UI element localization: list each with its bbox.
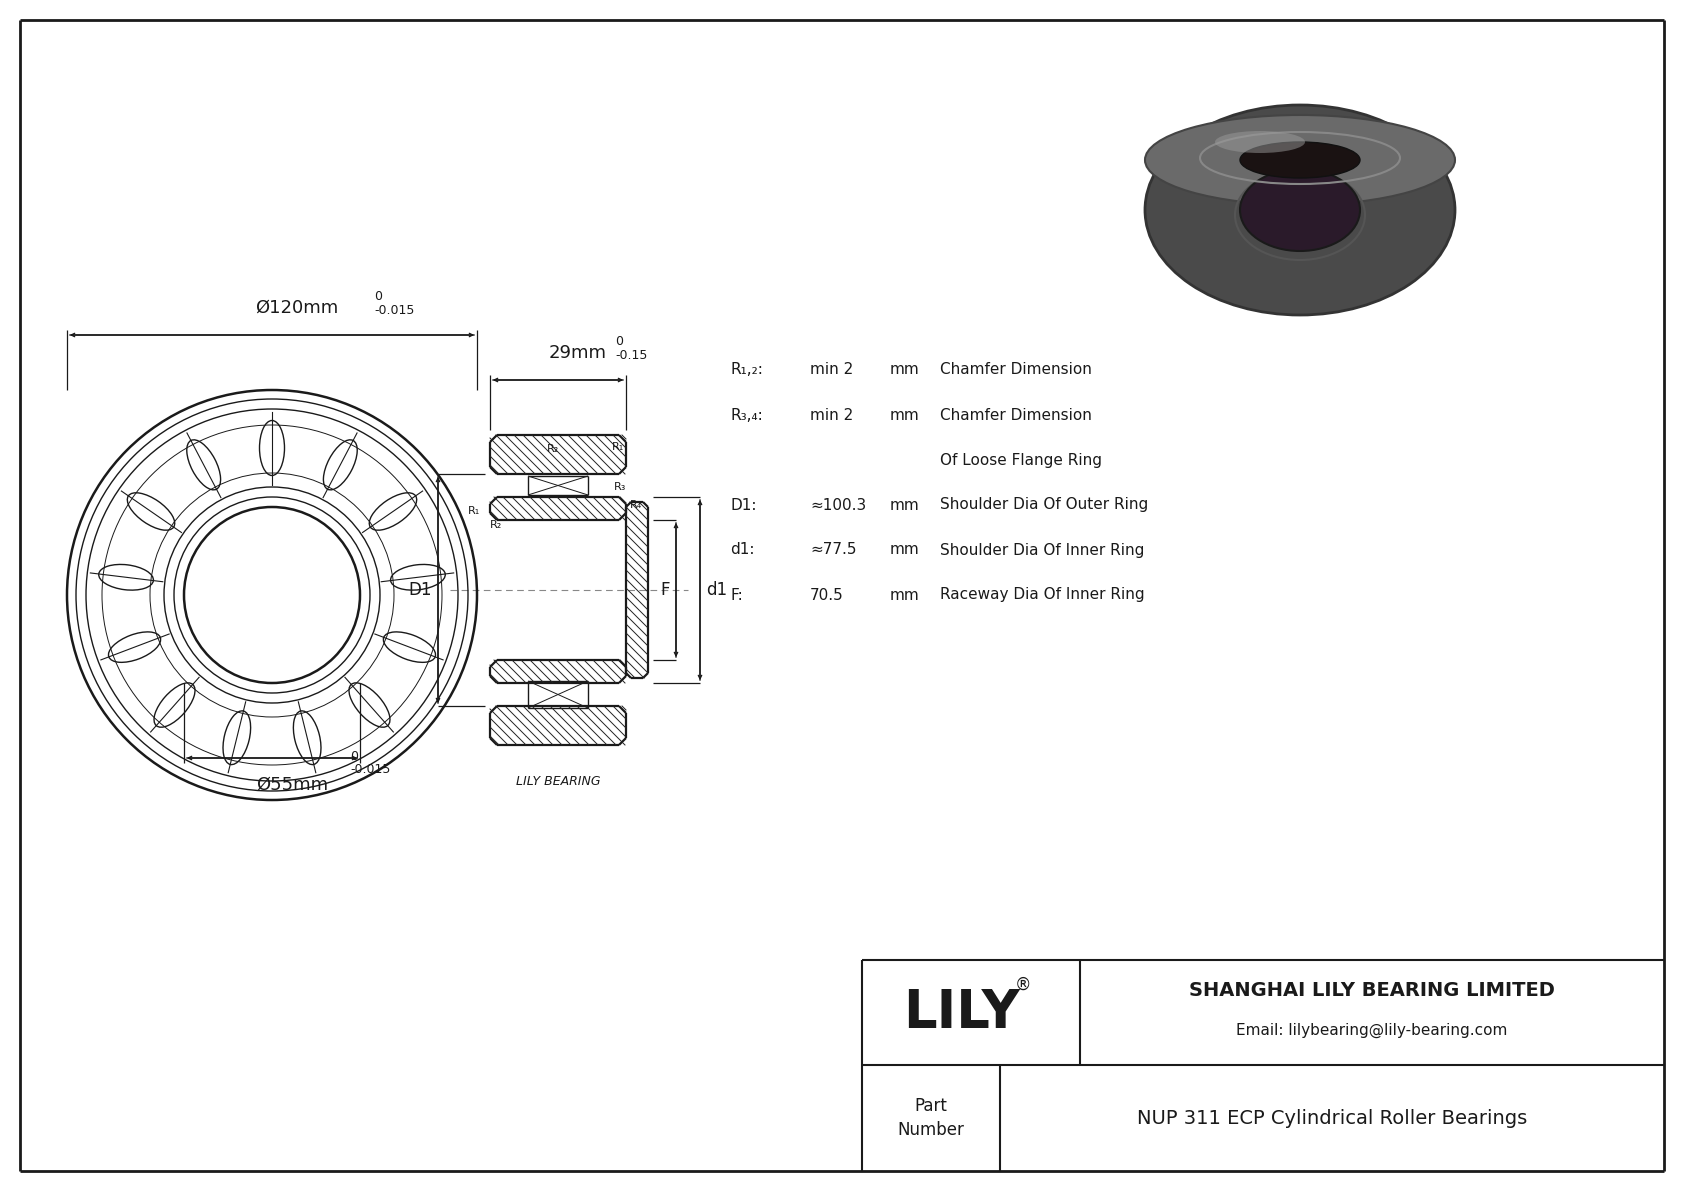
Text: Ø55mm: Ø55mm	[256, 777, 328, 794]
Ellipse shape	[1145, 105, 1455, 314]
Text: R₂: R₂	[547, 444, 559, 454]
Ellipse shape	[1145, 116, 1455, 205]
Text: 0: 0	[374, 289, 382, 303]
Ellipse shape	[1239, 169, 1361, 251]
Text: Shoulder Dia Of Outer Ring: Shoulder Dia Of Outer Ring	[940, 498, 1148, 512]
Text: Chamfer Dimension: Chamfer Dimension	[940, 407, 1091, 423]
Text: min 2: min 2	[810, 362, 854, 378]
Text: Ø120mm: Ø120mm	[256, 299, 338, 317]
Text: mm: mm	[891, 407, 919, 423]
Text: D1: D1	[409, 581, 433, 599]
Text: 29mm: 29mm	[549, 344, 606, 362]
Text: ≈100.3: ≈100.3	[810, 498, 866, 512]
Text: ≈77.5: ≈77.5	[810, 542, 857, 557]
Text: D1:: D1:	[729, 498, 756, 512]
Text: mm: mm	[891, 498, 919, 512]
Text: R₂: R₂	[490, 520, 502, 530]
Text: mm: mm	[891, 587, 919, 603]
Text: -0.15: -0.15	[615, 349, 647, 362]
Text: R₄: R₄	[630, 500, 642, 510]
Text: NUP 311 ECP Cylindrical Roller Bearings: NUP 311 ECP Cylindrical Roller Bearings	[1137, 1109, 1527, 1128]
Text: d1: d1	[706, 581, 727, 599]
Text: Shoulder Dia Of Inner Ring: Shoulder Dia Of Inner Ring	[940, 542, 1145, 557]
Text: Chamfer Dimension: Chamfer Dimension	[940, 362, 1091, 378]
Text: -0.015: -0.015	[374, 304, 414, 317]
Text: Raceway Dia Of Inner Ring: Raceway Dia Of Inner Ring	[940, 587, 1145, 603]
Text: Of Loose Flange Ring: Of Loose Flange Ring	[940, 453, 1101, 468]
Text: R₃,₄:: R₃,₄:	[729, 407, 763, 423]
Text: mm: mm	[891, 542, 919, 557]
Text: SHANGHAI LILY BEARING LIMITED: SHANGHAI LILY BEARING LIMITED	[1189, 981, 1554, 1000]
Text: R₁: R₁	[468, 506, 480, 516]
Text: Email: lilybearing@lily-bearing.com: Email: lilybearing@lily-bearing.com	[1236, 1023, 1507, 1039]
Text: R₁: R₁	[611, 442, 625, 453]
Text: d1:: d1:	[729, 542, 754, 557]
Text: 70.5: 70.5	[810, 587, 844, 603]
Ellipse shape	[1214, 131, 1305, 152]
Text: R₃: R₃	[613, 482, 626, 492]
Ellipse shape	[1239, 142, 1361, 177]
Text: Part
Number: Part Number	[898, 1097, 965, 1139]
Text: -0.015: -0.015	[350, 763, 391, 777]
Text: R₁,₂:: R₁,₂:	[729, 362, 763, 378]
Text: 0: 0	[350, 750, 359, 763]
Text: F: F	[660, 581, 670, 599]
Text: LILY: LILY	[903, 986, 1019, 1039]
Text: min 2: min 2	[810, 407, 854, 423]
Text: 0: 0	[615, 335, 623, 348]
Text: ®: ®	[1015, 975, 1031, 993]
Text: F:: F:	[729, 587, 743, 603]
Text: LILY BEARING: LILY BEARING	[515, 775, 600, 788]
Text: mm: mm	[891, 362, 919, 378]
